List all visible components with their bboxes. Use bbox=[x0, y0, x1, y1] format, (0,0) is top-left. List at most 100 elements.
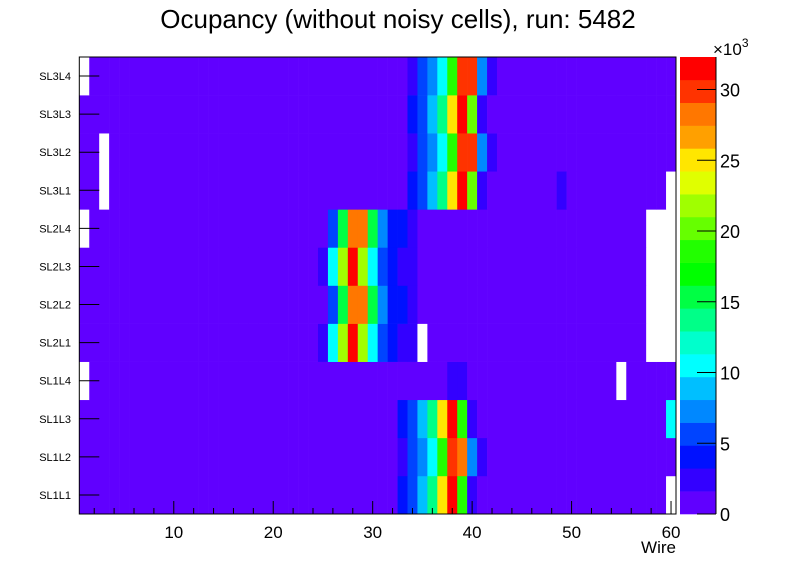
heatmap-cell bbox=[168, 247, 180, 286]
heatmap-cell bbox=[556, 361, 567, 401]
heatmap-cell bbox=[526, 57, 538, 96]
heatmap-cell bbox=[367, 133, 378, 172]
heatmap-cell bbox=[109, 209, 120, 248]
heatmap-cell bbox=[288, 209, 299, 248]
heatmap-cell bbox=[248, 209, 259, 248]
heatmap-cell bbox=[168, 361, 180, 401]
heatmap-cell bbox=[268, 95, 279, 134]
heatmap-cell bbox=[427, 437, 438, 477]
heatmap-cell bbox=[288, 95, 299, 134]
heatmap-cell bbox=[596, 209, 607, 248]
heatmap-cell bbox=[387, 361, 398, 401]
x-tick-label: 40 bbox=[463, 523, 482, 542]
heatmap-cell bbox=[158, 361, 170, 401]
heatmap-cell bbox=[477, 285, 488, 324]
heatmap-cell bbox=[666, 437, 677, 477]
heatmap-cell bbox=[327, 57, 339, 96]
heatmap-cell bbox=[308, 285, 319, 324]
heatmap-cell bbox=[327, 399, 339, 439]
y-tick-label: SL3L4 bbox=[39, 71, 71, 83]
heatmap-cell bbox=[129, 285, 140, 324]
heatmap-cell bbox=[298, 361, 309, 401]
color-scale-band bbox=[680, 171, 716, 195]
heatmap-cell bbox=[238, 57, 249, 96]
heatmap-cell bbox=[526, 285, 538, 324]
heatmap-cell bbox=[99, 247, 110, 286]
heatmap-cell bbox=[397, 323, 408, 362]
heatmap-cell bbox=[268, 247, 279, 286]
heatmap-cell bbox=[238, 399, 249, 439]
heatmap-cell bbox=[298, 475, 309, 515]
heatmap-cell bbox=[546, 361, 557, 401]
heatmap-cell bbox=[109, 133, 120, 172]
heatmap-cell bbox=[208, 437, 219, 477]
heatmap-cell bbox=[536, 95, 548, 134]
heatmap-cell bbox=[616, 361, 627, 401]
heatmap-cell bbox=[248, 95, 259, 134]
heatmap-cell bbox=[516, 475, 528, 515]
heatmap-cell bbox=[536, 171, 548, 210]
heatmap-cell bbox=[238, 437, 249, 477]
heatmap-cell bbox=[526, 133, 538, 172]
heatmap-cell bbox=[198, 171, 209, 210]
heatmap-cell bbox=[99, 437, 110, 477]
heatmap-cell bbox=[148, 209, 160, 248]
z-tick-label: 5 bbox=[720, 434, 730, 454]
heatmap-cell bbox=[586, 323, 597, 362]
heatmap-cell bbox=[487, 95, 498, 134]
heatmap-cell bbox=[258, 95, 269, 134]
heatmap-cell bbox=[208, 209, 219, 248]
heatmap-cell bbox=[467, 399, 478, 439]
heatmap-cell bbox=[596, 399, 607, 439]
heatmap-cell bbox=[188, 399, 199, 439]
heatmap-cell bbox=[487, 399, 498, 439]
heatmap-cell bbox=[109, 361, 120, 401]
heatmap-cell bbox=[129, 399, 140, 439]
heatmap-cell bbox=[158, 171, 170, 210]
heatmap-cell bbox=[536, 475, 548, 515]
color-scale-band bbox=[680, 194, 716, 218]
heatmap-cell bbox=[337, 399, 349, 439]
heatmap-cell bbox=[357, 95, 369, 134]
heatmap-cell bbox=[516, 361, 528, 401]
heatmap-cell bbox=[377, 399, 388, 439]
heatmap-cell bbox=[656, 437, 667, 477]
x-tick-label: 10 bbox=[164, 523, 183, 542]
heatmap-cell bbox=[566, 95, 577, 134]
heatmap-cell bbox=[606, 437, 617, 477]
y-tick-label: SL2L1 bbox=[39, 338, 71, 350]
heatmap-cell bbox=[467, 285, 478, 324]
heatmap-cell bbox=[308, 475, 319, 515]
frame-border bbox=[78, 56, 677, 515]
heatmap-cell bbox=[138, 361, 150, 401]
heatmap-cell bbox=[427, 247, 438, 286]
heatmap-cell bbox=[516, 399, 528, 439]
heatmap-cell bbox=[138, 95, 150, 134]
heatmap-cell bbox=[536, 247, 548, 286]
heatmap-cell bbox=[586, 209, 597, 248]
heatmap-cell bbox=[656, 323, 667, 362]
heatmap-cell bbox=[109, 95, 120, 134]
heatmap-cell bbox=[288, 171, 299, 210]
heatmap-cell bbox=[546, 171, 557, 210]
heatmap-cell bbox=[109, 323, 120, 362]
heatmap-cell bbox=[457, 361, 468, 401]
heatmap-cell bbox=[606, 285, 617, 324]
heatmap-cell bbox=[417, 171, 428, 210]
heatmap-cell bbox=[656, 247, 667, 286]
heatmap-cell bbox=[208, 95, 219, 134]
heatmap-cell bbox=[308, 437, 319, 477]
heatmap-cell bbox=[646, 209, 657, 248]
heatmap-cell bbox=[407, 361, 418, 401]
heatmap-cell bbox=[477, 209, 488, 248]
heatmap-cell bbox=[506, 209, 518, 248]
heatmap-cell bbox=[198, 285, 209, 324]
heatmap-cell bbox=[258, 437, 269, 477]
heatmap-cell bbox=[457, 57, 468, 96]
heatmap-cell bbox=[99, 323, 110, 362]
heatmap-cell bbox=[566, 171, 577, 210]
heatmap-cell bbox=[347, 475, 359, 515]
heatmap-cell bbox=[248, 57, 259, 96]
heatmap-cell bbox=[337, 437, 349, 477]
heatmap-cell bbox=[327, 209, 339, 248]
